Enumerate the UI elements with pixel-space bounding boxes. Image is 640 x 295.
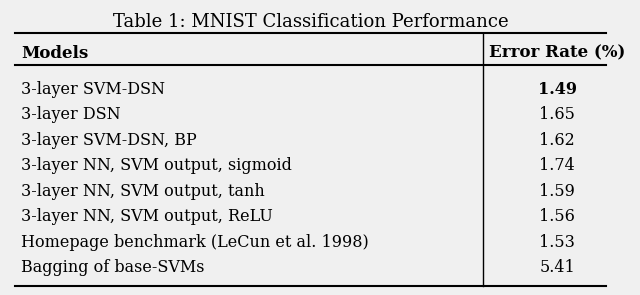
Text: Error Rate (%): Error Rate (%) xyxy=(489,45,625,62)
Text: 1.65: 1.65 xyxy=(539,106,575,123)
Text: Homepage benchmark (LeCun et al. 1998): Homepage benchmark (LeCun et al. 1998) xyxy=(21,234,369,251)
Text: 3-layer NN, SVM output, tanh: 3-layer NN, SVM output, tanh xyxy=(21,183,265,200)
Text: 1.74: 1.74 xyxy=(539,157,575,174)
Text: 3-layer NN, SVM output, ReLU: 3-layer NN, SVM output, ReLU xyxy=(21,208,273,225)
Text: 3-layer SVM-DSN: 3-layer SVM-DSN xyxy=(21,81,165,98)
Text: Bagging of base-SVMs: Bagging of base-SVMs xyxy=(21,259,205,276)
Text: 1.53: 1.53 xyxy=(539,234,575,251)
Text: 1.62: 1.62 xyxy=(539,132,575,149)
Text: 3-layer NN, SVM output, sigmoid: 3-layer NN, SVM output, sigmoid xyxy=(21,157,292,174)
Text: 3-layer SVM-DSN, BP: 3-layer SVM-DSN, BP xyxy=(21,132,197,149)
Text: 1.56: 1.56 xyxy=(539,208,575,225)
Text: Models: Models xyxy=(21,45,88,62)
Text: 1.59: 1.59 xyxy=(539,183,575,200)
Text: Table 1: MNIST Classification Performance: Table 1: MNIST Classification Performanc… xyxy=(113,13,509,31)
Text: 3-layer DSN: 3-layer DSN xyxy=(21,106,121,123)
Text: 5.41: 5.41 xyxy=(539,259,575,276)
Text: 1.49: 1.49 xyxy=(538,81,577,98)
